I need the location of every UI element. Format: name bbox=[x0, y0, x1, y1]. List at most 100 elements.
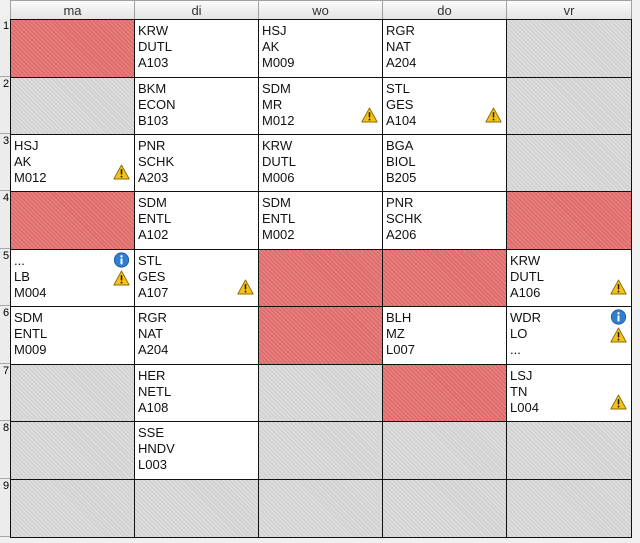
warning-icon[interactable] bbox=[485, 107, 502, 123]
teacher-code: RGR bbox=[386, 23, 415, 38]
timetable-cell-di-4[interactable]: SDM ENTL A102 bbox=[134, 191, 259, 250]
subject-code: AK bbox=[262, 39, 280, 54]
warning-icon[interactable] bbox=[237, 279, 254, 295]
timetable-cell-wo-6[interactable] bbox=[258, 306, 383, 365]
timetable-cell-vr-9[interactable] bbox=[506, 479, 632, 538]
subject-code: ENTL bbox=[262, 211, 296, 226]
timetable-cell-vr-3[interactable] bbox=[506, 134, 632, 192]
subject-code: DUTL bbox=[138, 39, 172, 54]
timetable-cell-vr-4[interactable] bbox=[506, 191, 632, 250]
day-header-do[interactable]: do bbox=[382, 0, 507, 20]
room-code: M009 bbox=[14, 342, 47, 357]
subject-code: MR bbox=[262, 97, 283, 112]
teacher-code: SDM bbox=[14, 310, 43, 325]
subject-code: GES bbox=[386, 97, 414, 112]
teacher-code: SDM bbox=[138, 195, 167, 210]
room-code: B103 bbox=[138, 113, 169, 128]
timetable-cell-ma-6[interactable]: SDM ENTL M009 bbox=[10, 306, 135, 365]
timetable-cell-do-6[interactable]: BLH MZ L007 bbox=[382, 306, 507, 365]
timetable-cell-wo-8[interactable] bbox=[258, 421, 383, 480]
timetable-cell-do-1[interactable]: RGR NAT A204 bbox=[382, 19, 507, 78]
warning-icon[interactable] bbox=[113, 270, 130, 286]
lesson-text: RGR NAT A204 bbox=[138, 310, 168, 358]
timetable-cell-do-9[interactable] bbox=[382, 479, 507, 538]
timetable-cell-do-2[interactable]: STL GES A104 bbox=[382, 77, 507, 135]
room-code: L004 bbox=[510, 400, 539, 415]
timetable-cell-ma-4[interactable] bbox=[10, 191, 135, 250]
timetable-cell-wo-5[interactable] bbox=[258, 249, 383, 307]
subject-code: LO bbox=[510, 326, 528, 341]
timetable-cell-do-7[interactable] bbox=[382, 364, 507, 422]
timetable-cell-di-2[interactable]: BKM ECON B103 bbox=[134, 77, 259, 135]
timetable-cell-wo-1[interactable]: HSJ AK M009 bbox=[258, 19, 383, 78]
timetable-cell-vr-8[interactable] bbox=[506, 421, 632, 480]
timetable-cell-do-4[interactable]: PNR SCHK A206 bbox=[382, 191, 507, 250]
room-code: B205 bbox=[386, 170, 417, 185]
timetable-cell-do-8[interactable] bbox=[382, 421, 507, 480]
lesson-text: RGR NAT A204 bbox=[386, 23, 416, 71]
timetable-cell-ma-2[interactable] bbox=[10, 77, 135, 135]
day-header-wo[interactable]: wo bbox=[258, 0, 383, 20]
subject-code: NETL bbox=[138, 384, 172, 399]
timetable-cell-do-3[interactable]: BGA BIOL B205 bbox=[382, 134, 507, 192]
subject-code: SCHK bbox=[138, 154, 175, 169]
teacher-code: PNR bbox=[386, 195, 414, 210]
timetable-cell-di-8[interactable]: SSE HNDV L003 bbox=[134, 421, 259, 480]
info-icon[interactable] bbox=[610, 309, 627, 325]
timetable-cell-ma-9[interactable] bbox=[10, 479, 135, 538]
warning-icon[interactable] bbox=[113, 164, 130, 180]
lesson-text: BLH MZ L007 bbox=[386, 310, 415, 358]
timetable-cell-di-7[interactable]: HER NETL A108 bbox=[134, 364, 259, 422]
warning-icon[interactable] bbox=[361, 107, 378, 123]
timetable-cell-ma-7[interactable] bbox=[10, 364, 135, 422]
timetable-cell-di-5[interactable]: STL GES A107 bbox=[134, 249, 259, 307]
timetable-cell-ma-5[interactable]: ... LB M004 bbox=[10, 249, 135, 307]
lesson-text: BKM ECON B103 bbox=[138, 81, 176, 129]
room-code: ... bbox=[510, 342, 521, 357]
teacher-code: SDM bbox=[262, 195, 291, 210]
warning-icon[interactable] bbox=[610, 279, 627, 295]
timetable-cell-vr-1[interactable] bbox=[506, 19, 632, 78]
day-header-ma[interactable]: ma bbox=[10, 0, 135, 20]
timetable-cell-di-6[interactable]: RGR NAT A204 bbox=[134, 306, 259, 365]
timetable-cell-wo-7[interactable] bbox=[258, 364, 383, 422]
warning-icon[interactable] bbox=[610, 327, 627, 343]
timetable-cell-ma-8[interactable] bbox=[10, 421, 135, 480]
timetable-cell-vr-5[interactable]: KRW DUTL A106 bbox=[506, 249, 632, 307]
subject-code: DUTL bbox=[262, 154, 296, 169]
timetable-cell-wo-3[interactable]: KRW DUTL M006 bbox=[258, 134, 383, 192]
timetable-cell-di-1[interactable]: KRW DUTL A103 bbox=[134, 19, 259, 78]
timetable-cell-ma-3[interactable]: HSJ AK M012 bbox=[10, 134, 135, 192]
room-code: A104 bbox=[386, 113, 417, 128]
timetable-cell-di-3[interactable]: PNR SCHK A203 bbox=[134, 134, 259, 192]
room-code: M006 bbox=[262, 170, 295, 185]
room-code: M012 bbox=[262, 113, 295, 128]
timetable-cell-vr-7[interactable]: LSJ TN L004 bbox=[506, 364, 632, 422]
subject-code: LB bbox=[14, 269, 30, 284]
day-header-vr[interactable]: vr bbox=[506, 0, 632, 20]
timetable-cell-vr-2[interactable] bbox=[506, 77, 632, 135]
timetable-cell-wo-9[interactable] bbox=[258, 479, 383, 538]
info-icon[interactable] bbox=[113, 252, 130, 268]
lesson-text: SSE HNDV L003 bbox=[138, 425, 175, 473]
teacher-code: STL bbox=[138, 253, 162, 268]
timetable-cell-vr-6[interactable]: WDR LO... bbox=[506, 306, 632, 365]
lesson-text: WDR LO... bbox=[510, 310, 541, 358]
timetable-cell-di-9[interactable] bbox=[134, 479, 259, 538]
timetable-cell-wo-4[interactable]: SDM ENTL M002 bbox=[258, 191, 383, 250]
timetable-cell-wo-2[interactable]: SDM MR M012 bbox=[258, 77, 383, 135]
subject-code: NAT bbox=[386, 39, 412, 54]
room-code: A204 bbox=[386, 55, 417, 70]
warning-icon[interactable] bbox=[610, 394, 627, 410]
timetable-cell-ma-1[interactable] bbox=[10, 19, 135, 78]
lesson-text: PNR SCHK A203 bbox=[138, 138, 174, 186]
day-header-di[interactable]: di bbox=[134, 0, 259, 20]
lesson-text: SDM ENTL M009 bbox=[14, 310, 47, 358]
subject-code: NAT bbox=[138, 326, 164, 341]
teacher-code: HSJ bbox=[14, 138, 39, 153]
subject-code: TN bbox=[510, 384, 528, 399]
teacher-code: ... bbox=[14, 253, 25, 268]
lesson-text: KRW DUTL M006 bbox=[262, 138, 296, 186]
timetable-cell-do-5[interactable] bbox=[382, 249, 507, 307]
